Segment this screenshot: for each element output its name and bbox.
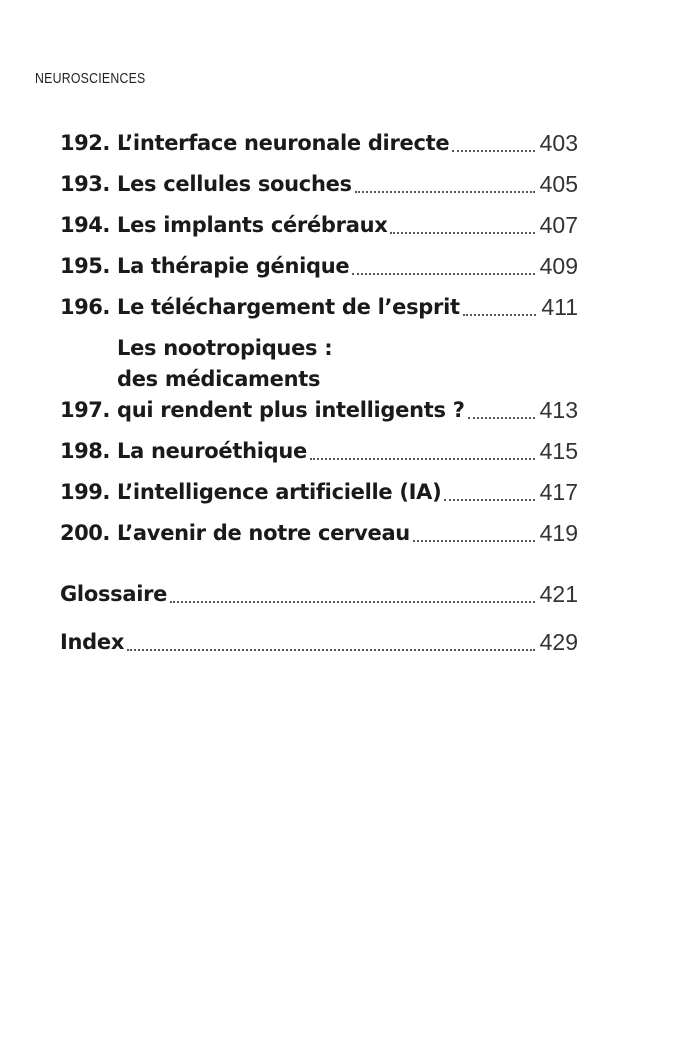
chapter-number: 192.: [60, 131, 110, 155]
dot-leader: [444, 499, 535, 501]
chapter-title: Le téléchargement de l’esprit: [117, 292, 460, 323]
chapter-title-line: Les implants cérébraux: [117, 213, 388, 237]
toc-entry[interactable]: 197. Les nootropiques : des médicaments qui…: [60, 333, 578, 426]
chapter-title: Les implants cérébraux: [117, 210, 388, 241]
toc-entry[interactable]: 198. La neuroéthique 415: [60, 436, 578, 467]
page-number: 405: [539, 171, 578, 197]
page-number: 407: [539, 212, 578, 238]
chapter-title-line: L’avenir de notre cerveau: [117, 521, 410, 545]
toc-entry-glossaire[interactable]: Glossaire 421: [60, 579, 578, 610]
toc-entry[interactable]: 200. L’avenir de notre cerveau 419: [60, 518, 578, 549]
page-number: 417: [539, 479, 578, 505]
page-number: 409: [539, 253, 578, 279]
chapter-title: Les nootropiques : des médicaments qui ren…: [117, 333, 465, 426]
toc-entry-index[interactable]: Index 429: [60, 627, 578, 658]
chapter-number: 193.: [60, 172, 110, 196]
page-number: 403: [539, 130, 578, 156]
chapter-title-line: Le téléchargement de l’esprit: [117, 295, 460, 319]
chapter-title: La neuroéthique: [117, 436, 307, 467]
chapter-title: Les cellules souches: [117, 169, 352, 200]
chapter-title-line: qui rendent plus intelligents ?: [117, 398, 465, 422]
section-title: Glossaire: [60, 582, 168, 606]
chapter-title-line: La thérapie génique: [117, 254, 350, 278]
page-number: 421: [539, 581, 578, 607]
chapter-title-line: L’interface neuronale directe: [117, 131, 450, 155]
dot-leader: [309, 458, 535, 460]
chapter-title: L’interface neuronale directe: [117, 128, 450, 159]
page-number: 413: [539, 397, 578, 423]
dot-leader: [452, 150, 535, 152]
chapter-title-line: La neuroéthique: [117, 439, 307, 463]
chapter-title-line: des médicaments: [117, 367, 321, 391]
page-number: 419: [539, 520, 578, 546]
running-head: NEUROSCIENCES: [35, 70, 146, 87]
dot-leader: [467, 417, 535, 419]
toc-entry[interactable]: 193. Les cellules souches 405: [60, 169, 578, 200]
toc-entry[interactable]: 194. Les implants cérébraux 407: [60, 210, 578, 241]
table-of-contents: 192. L’interface neuronale directe 403 193.…: [60, 128, 578, 658]
dot-leader: [390, 232, 535, 234]
toc-entry[interactable]: 192. L’interface neuronale directe 403: [60, 128, 578, 159]
chapter-title: L’intelligence artificielle (IA): [117, 477, 442, 508]
chapter-number: 195.: [60, 254, 110, 278]
dot-leader: [127, 649, 535, 651]
chapter-title: La thérapie génique: [117, 251, 350, 282]
chapter-number: 200.: [60, 521, 110, 545]
page-number: 411: [541, 294, 578, 320]
toc-entry[interactable]: 196. Le téléchargement de l’esprit 411: [60, 292, 578, 323]
chapter-title-line: L’intelligence artificielle (IA): [117, 480, 442, 504]
chapter-title-line: Les nootropiques :: [117, 336, 333, 360]
chapter-number: 197.: [60, 398, 110, 422]
chapter-number: 196.: [60, 295, 110, 319]
page-number: 429: [539, 629, 578, 655]
toc-entry[interactable]: 199. L’intelligence artificielle (IA) 417: [60, 477, 578, 508]
dot-leader: [354, 191, 535, 193]
dot-leader: [352, 273, 535, 275]
chapter-number: 199.: [60, 480, 110, 504]
section-title: Index: [60, 630, 125, 654]
chapter-number: 194.: [60, 213, 110, 237]
toc-entry[interactable]: 195. La thérapie génique 409: [60, 251, 578, 282]
chapter-title: L’avenir de notre cerveau: [117, 518, 410, 549]
dot-leader: [170, 601, 535, 603]
dot-leader: [462, 314, 537, 316]
page-number: 415: [539, 438, 578, 464]
dot-leader: [412, 540, 535, 542]
chapter-number: 198.: [60, 439, 110, 463]
chapter-title-line: Les cellules souches: [117, 172, 352, 196]
